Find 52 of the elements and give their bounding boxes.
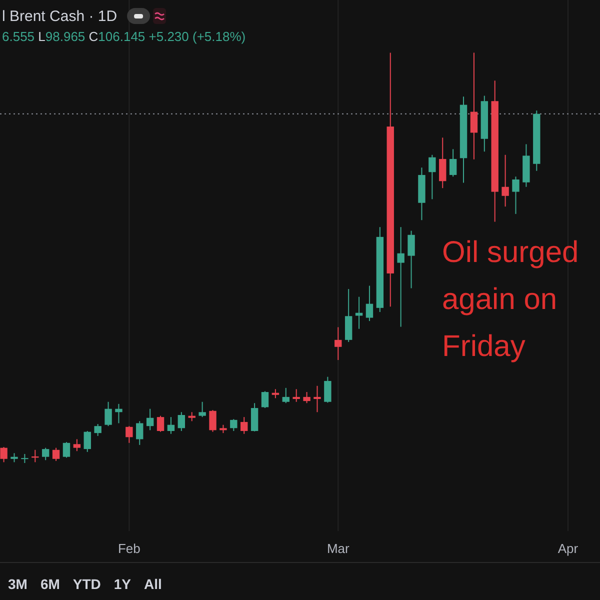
candlestick xyxy=(94,424,102,436)
x-tick-label: Apr xyxy=(558,541,579,556)
candlestick xyxy=(470,52,478,160)
candlestick xyxy=(62,442,70,458)
candlestick xyxy=(156,415,164,432)
x-tick-label: Mar xyxy=(326,541,350,556)
candlestick xyxy=(178,412,186,432)
candlestick xyxy=(408,230,415,289)
candlestick xyxy=(126,426,133,444)
candlestick xyxy=(42,447,50,461)
candlestick xyxy=(428,154,436,200)
candlestick xyxy=(397,226,404,328)
candlestick xyxy=(250,402,258,432)
text: 1Y xyxy=(114,576,132,592)
candlestick xyxy=(303,392,310,404)
text: All xyxy=(144,576,162,592)
candlestick xyxy=(136,420,144,446)
candlestick xyxy=(21,453,28,464)
candlestick xyxy=(10,452,18,463)
text: 6M xyxy=(40,576,60,592)
candlestick xyxy=(0,446,8,463)
candlestick xyxy=(167,416,175,434)
candlestick xyxy=(146,408,154,431)
candlestick xyxy=(240,416,248,434)
candlestick xyxy=(198,401,206,418)
candlestick xyxy=(84,430,91,452)
candlestick xyxy=(209,410,216,432)
x-tick-label: Feb xyxy=(118,541,140,556)
candlestick xyxy=(261,390,269,409)
candlestick xyxy=(292,388,300,402)
candlestick xyxy=(502,154,509,208)
candlestick xyxy=(439,137,446,189)
candlestick xyxy=(344,288,352,342)
text: YTD xyxy=(72,576,101,592)
text: 3M xyxy=(8,576,28,592)
candlestick xyxy=(334,326,342,361)
candlestick xyxy=(73,438,81,452)
candlestick xyxy=(366,285,374,322)
candlestick xyxy=(52,447,60,462)
chart-title: l Brent Cash · 1D xyxy=(2,8,118,25)
candlestick xyxy=(282,387,290,404)
candlestick xyxy=(324,376,332,404)
candlestick xyxy=(104,401,112,427)
candlestick xyxy=(230,418,238,432)
candlestick xyxy=(314,385,321,413)
chart-subtitle: 6.555 L98.965 C106.145 +5.230 (+5.18%) xyxy=(2,29,246,44)
candlestick xyxy=(115,403,122,424)
candlestick xyxy=(188,412,196,422)
candlestick xyxy=(272,388,280,399)
candlestick xyxy=(449,148,457,178)
annotation: Oil surged again on Friday xyxy=(442,236,579,363)
candlestick xyxy=(512,176,520,214)
